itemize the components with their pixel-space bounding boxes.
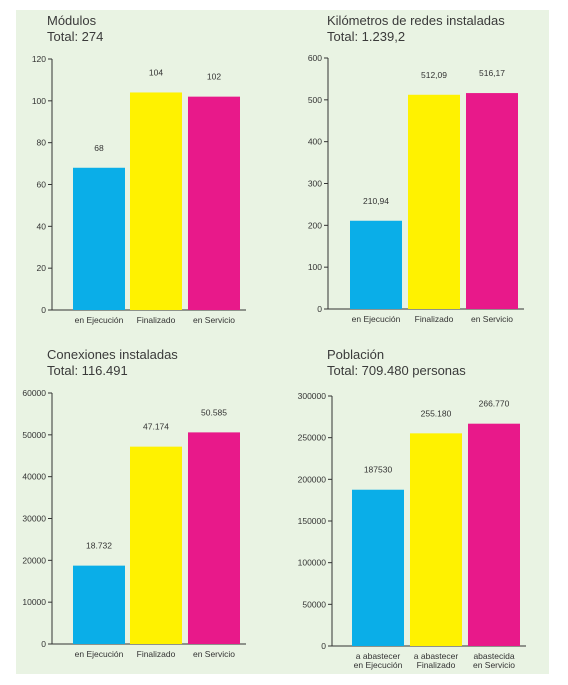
chart-2-y-tick-label: 600 xyxy=(308,53,322,63)
chart-2-category-label-2: Finalizado xyxy=(415,314,454,324)
chart-1-bar-1-value-label: 68 xyxy=(94,143,104,153)
chart-3-y-tick-label: 30000 xyxy=(22,514,46,524)
chart-3-y-tick-label: 20000 xyxy=(22,555,46,565)
chart-4-y-tick-label: 100000 xyxy=(298,558,327,568)
chart-4-bar-2 xyxy=(410,433,462,646)
chart-4-bar-1-value-label: 187530 xyxy=(364,465,393,475)
chart-3-category-label-1: en Ejecución xyxy=(75,649,124,659)
chart-1-category-label-3: en Servicio xyxy=(193,315,235,325)
chart-3-y-tick-label: 50000 xyxy=(22,430,46,440)
chart-2-y-tick-label: 300 xyxy=(308,179,322,189)
chart-1-category-label-1: en Ejecución xyxy=(75,315,124,325)
chart-2-title: Kilómetros de redes instaladas xyxy=(327,13,505,28)
chart-4-y-tick-label: 50000 xyxy=(302,599,326,609)
chart-3-y-tick-label: 10000 xyxy=(22,597,46,607)
chart-1-title: Módulos xyxy=(47,13,97,28)
chart-2-y-tick-label: 100 xyxy=(308,262,322,272)
chart-2-bar-2-value-label: 512,09 xyxy=(421,70,447,80)
chart-1-y-tick-label: 20 xyxy=(37,263,47,273)
chart-3-bar-2 xyxy=(130,446,182,644)
chart-3-bar-2-value-label: 47.174 xyxy=(143,422,169,432)
chart-1-bar-3-value-label: 102 xyxy=(207,72,221,82)
chart-1-y-tick-label: 0 xyxy=(41,305,46,315)
chart-2-y-tick-label: 200 xyxy=(308,220,322,230)
chart-4-subtitle: Total: 709.480 personas xyxy=(327,363,466,378)
chart-2-bar-1-value-label: 210,94 xyxy=(363,196,389,206)
chart-3-bar-1 xyxy=(73,565,125,644)
chart-2-bar-2 xyxy=(408,94,460,309)
chart-4-category-label-3: en Servicio xyxy=(473,660,515,670)
chart-4-category-label-1: en Ejecución xyxy=(354,660,403,670)
chart-4-bar-2-value-label: 255.180 xyxy=(421,408,452,418)
chart-1-category-label-2: Finalizado xyxy=(137,315,176,325)
chart-1-y-tick-label: 80 xyxy=(37,138,47,148)
chart-1-bar-2-value-label: 104 xyxy=(149,67,163,77)
chart-4-category-label-3: abastecida xyxy=(473,651,514,661)
chart-1-y-tick-label: 60 xyxy=(37,180,47,190)
chart-1-bar-3 xyxy=(188,96,240,311)
chart-4-y-tick-label: 250000 xyxy=(298,433,327,443)
chart-2-category-label-1: en Ejecución xyxy=(352,314,401,324)
chart-2-y-tick-label: 500 xyxy=(308,95,322,105)
chart-3-subtitle: Total: 116.491 xyxy=(47,363,128,378)
chart-4-y-tick-label: 300000 xyxy=(298,391,327,401)
chart-3-category-label-2: Finalizado xyxy=(137,649,176,659)
chart-4-y-tick-label: 200000 xyxy=(298,474,327,484)
chart-3-title: Conexiones instaladas xyxy=(47,347,178,362)
chart-4-category-label-1: a abastecer xyxy=(356,651,401,661)
chart-1-bar-1 xyxy=(73,167,125,310)
chart-4-category-label-2: Finalizado xyxy=(417,660,456,670)
chart-1-y-tick-label: 40 xyxy=(37,221,47,231)
chart-2-y-tick-label: 0 xyxy=(317,304,322,314)
chart-1-y-tick-label: 120 xyxy=(32,54,46,64)
chart-3-y-tick-label: 0 xyxy=(41,639,46,649)
chart-3-y-tick-label: 60000 xyxy=(22,388,46,398)
chart-4-bar-3-value-label: 266.770 xyxy=(479,399,510,409)
chart-2-subtitle: Total: 1.239,2 xyxy=(327,29,406,44)
chart-1-bar-2 xyxy=(130,92,182,310)
chart-4-y-tick-label: 150000 xyxy=(298,516,327,526)
chart-4-title: Población xyxy=(327,347,385,362)
chart-1-subtitle: Total: 274 xyxy=(47,29,104,44)
chart-3-bar-3 xyxy=(188,432,240,644)
chart-4-bar-3 xyxy=(468,423,520,646)
chart-1-y-tick-label: 100 xyxy=(32,96,46,106)
chart-2-bar-3 xyxy=(466,93,518,310)
chart-3-bar-1-value-label: 18.732 xyxy=(86,541,112,551)
chart-2-bar-3-value-label: 516,17 xyxy=(479,68,505,78)
chart-3-category-label-3: en Servicio xyxy=(193,649,235,659)
chart-2-bar-1 xyxy=(350,220,402,309)
chart-4-category-label-2: a abastecer xyxy=(414,651,459,661)
chart-2-y-tick-label: 400 xyxy=(308,137,322,147)
chart-4-bar-1 xyxy=(352,489,404,646)
chart-3-bar-3-value-label: 50.585 xyxy=(201,407,227,417)
chart-3-y-tick-label: 40000 xyxy=(22,472,46,482)
chart-4-y-tick-label: 0 xyxy=(321,641,326,651)
chart-2-category-label-3: en Servicio xyxy=(471,314,513,324)
